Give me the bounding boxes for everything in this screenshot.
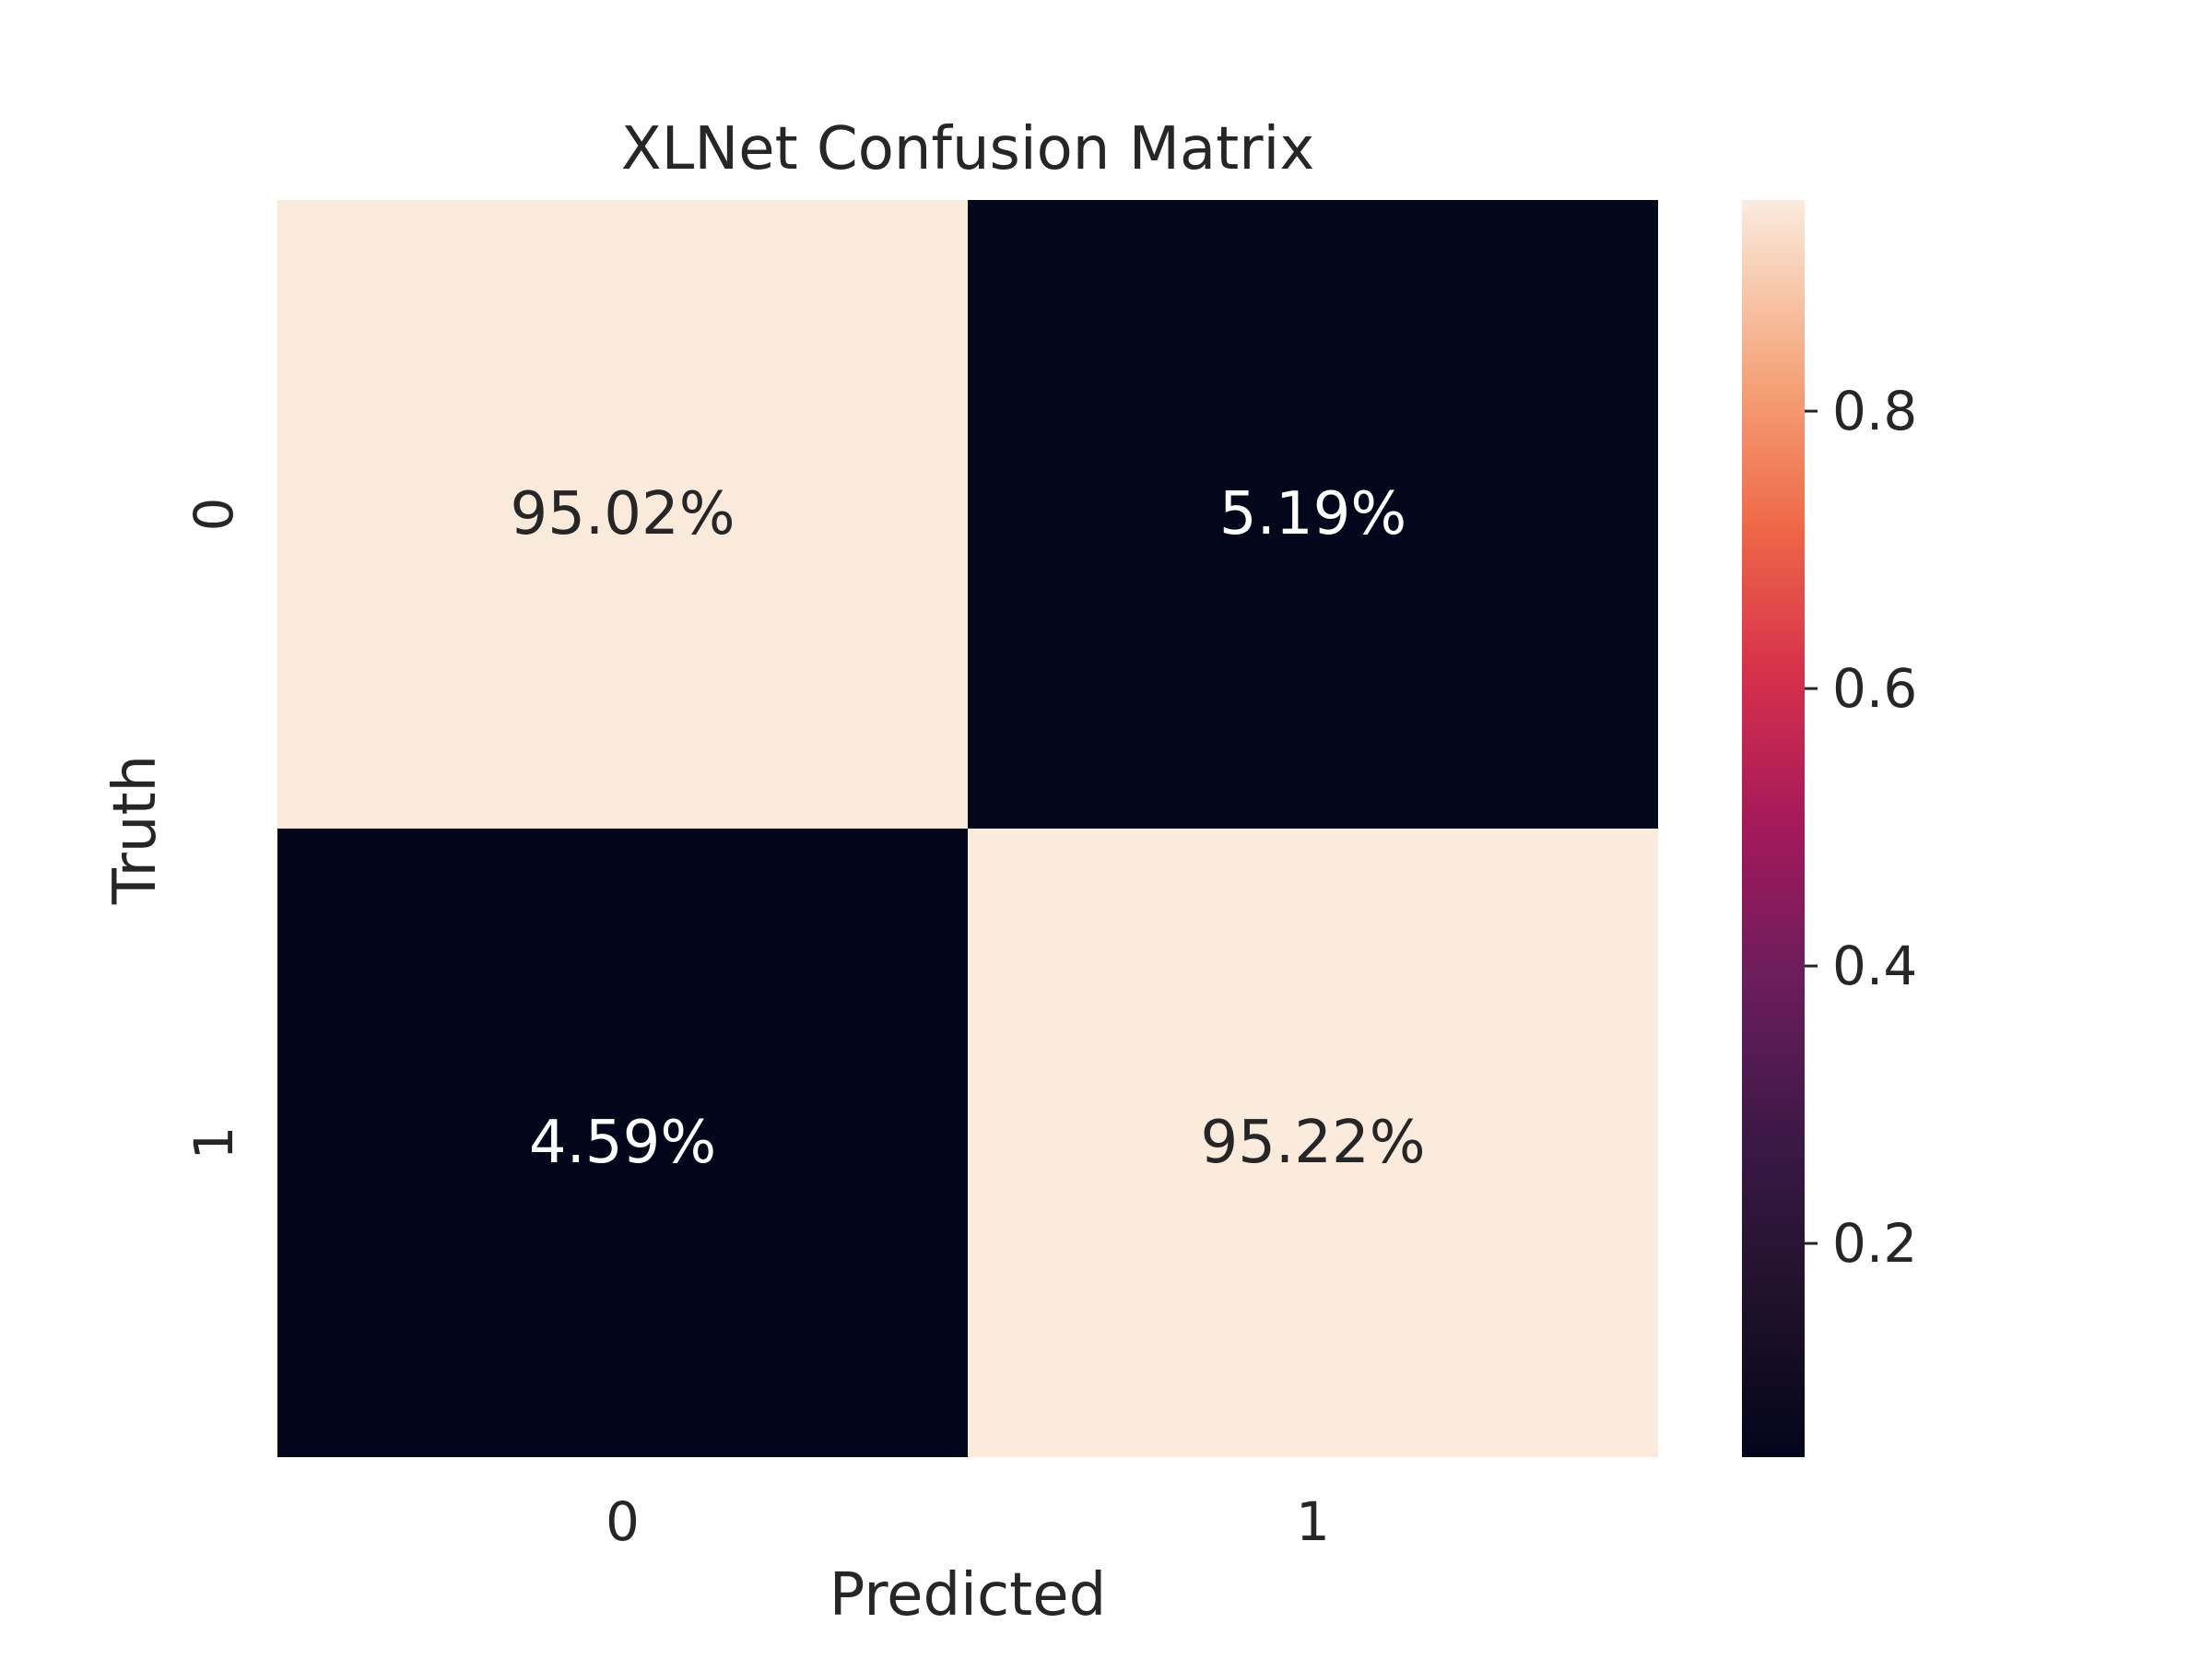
colorbar-tick-label: 0.6 [1832,657,1917,720]
cell-annotation-0-1: 5.19% [1219,480,1406,548]
cell-annotation-0-0: 95.02% [510,480,735,548]
cell-annotation-1-1: 95.22% [1200,1109,1425,1177]
heatmap-cell-0-0 [277,200,968,829]
heatmap-cells [277,200,1658,1457]
chart-title: XLNet Confusion Matrix [621,115,1314,183]
y-tick-label-0: 0 [182,498,245,532]
heatmap-cell-1-0 [277,829,968,1457]
colorbar [1742,200,1805,1457]
x-tick-label-1: 1 [1296,1490,1330,1553]
heatmap-cell-0-1 [968,200,1658,829]
x-tick-label-0: 0 [606,1490,640,1553]
colorbar-tick-label: 0.2 [1832,1212,1917,1275]
y-tick-label-1: 1 [182,1126,245,1160]
cell-annotation-1-0: 4.59% [529,1109,716,1177]
x-axis-label: Predicted [830,1561,1106,1630]
y-tick-labels: 01 [182,498,245,1160]
y-axis-label: Truth [101,755,170,905]
colorbar-tick-label: 0.4 [1832,935,1917,997]
heatmap-annotations: 95.02% 5.19% 4.59% 95.22% [510,480,1425,1177]
colorbar-tick-label: 0.8 [1832,380,1917,442]
heatmap-cell-1-1 [968,829,1658,1457]
colorbar-ticks: 0.2 0.4 0.6 0.8 [1805,380,1917,1275]
